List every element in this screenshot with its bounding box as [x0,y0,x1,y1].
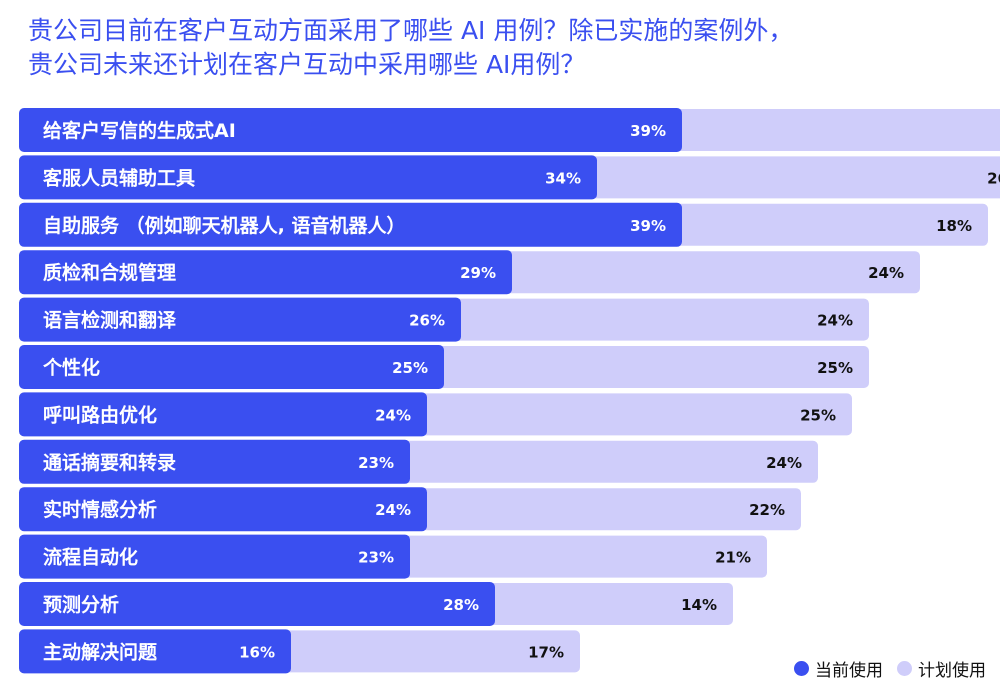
bar-planned [417,393,852,436]
category-label: 给客户写信的生成式AI [43,119,236,142]
bar-planned [400,535,767,578]
bar-current [19,297,461,342]
bar-planned [672,109,1000,151]
bar-current [19,250,512,295]
category-label: 主动解决问题 [43,640,157,663]
category-label: 个性化 [42,356,100,379]
value-label-planned: 24% [868,264,904,282]
bar-current [19,582,495,626]
category-label: 实时情感分析 [43,498,157,521]
value-label-current: 23% [358,454,394,472]
bar-planned [434,346,869,388]
bar-planned [485,583,733,625]
legend-planned-swatch [897,661,912,676]
value-label-current: 16% [239,643,275,661]
value-label-planned: 26% [987,169,1000,187]
bar-current [19,202,682,247]
bar-planned [587,156,1000,199]
legend-current-label: 当前使用 [815,661,883,681]
category-label: 流程自动化 [43,546,138,569]
bar-current [19,534,410,579]
chart-title: 贵公司目前在客户互动方面采用了哪些 AI 用例？除已实施的案例外， 贵公司未来还… [28,14,988,82]
category-label: 质检和合规管理 [43,261,176,284]
value-label-planned: 24% [817,312,853,330]
bar-current [19,155,597,200]
legend: 当前使用 计划使用 [794,656,986,681]
bar-current [19,487,427,532]
value-label-planned: 25% [817,359,853,377]
bar-current [19,439,410,484]
value-label-current: 25% [392,359,428,377]
category-label: 预测分析 [43,593,119,616]
value-label-current: 29% [460,264,496,282]
bar-current [19,345,444,389]
value-label-current: 24% [375,501,411,519]
legend-item-planned: 计划使用 [897,656,986,681]
value-label-planned: 25% [800,406,836,424]
value-label-current: 34% [545,169,581,187]
bar-current [19,629,291,674]
bar-planned [417,488,801,531]
bar-planned [281,630,580,673]
chart-title-line-2: 贵公司未来还计划在客户互动中采用哪些 AI用例？ [28,50,586,79]
value-label-current: 26% [409,312,445,330]
chart-title-line-1: 贵公司目前在客户互动方面采用了哪些 AI 用例？除已实施的案例外， [28,16,794,45]
bar-current [19,392,427,437]
value-label-planned: 24% [766,454,802,472]
category-label: 客服人员辅助工具 [43,166,195,189]
legend-item-current: 当前使用 [794,656,883,681]
value-label-current: 23% [358,549,394,567]
value-label-planned: 14% [681,596,717,614]
bar-planned [502,251,920,294]
category-label: 语言检测和翻译 [43,309,177,332]
legend-planned-label: 计划使用 [918,661,986,681]
value-label-planned: 18% [936,217,972,235]
value-label-current: 39% [630,122,666,140]
category-label: 自助服务 （例如聊天机器人, 语音机器人） [43,214,405,237]
category-label: 通话摘要和转录 [43,451,176,474]
value-label-current: 39% [630,217,666,235]
category-label: 呼叫路由优化 [43,403,157,426]
value-label-current: 24% [375,406,411,424]
bar-planned [451,298,869,341]
value-label-current: 28% [443,596,479,614]
value-label-planned: 21% [715,549,751,567]
value-label-planned: 17% [528,643,564,661]
value-label-planned: 22% [749,501,785,519]
bar-planned [400,440,818,483]
bar-current [19,108,682,152]
bar-planned [672,203,988,246]
legend-current-swatch [794,661,809,676]
